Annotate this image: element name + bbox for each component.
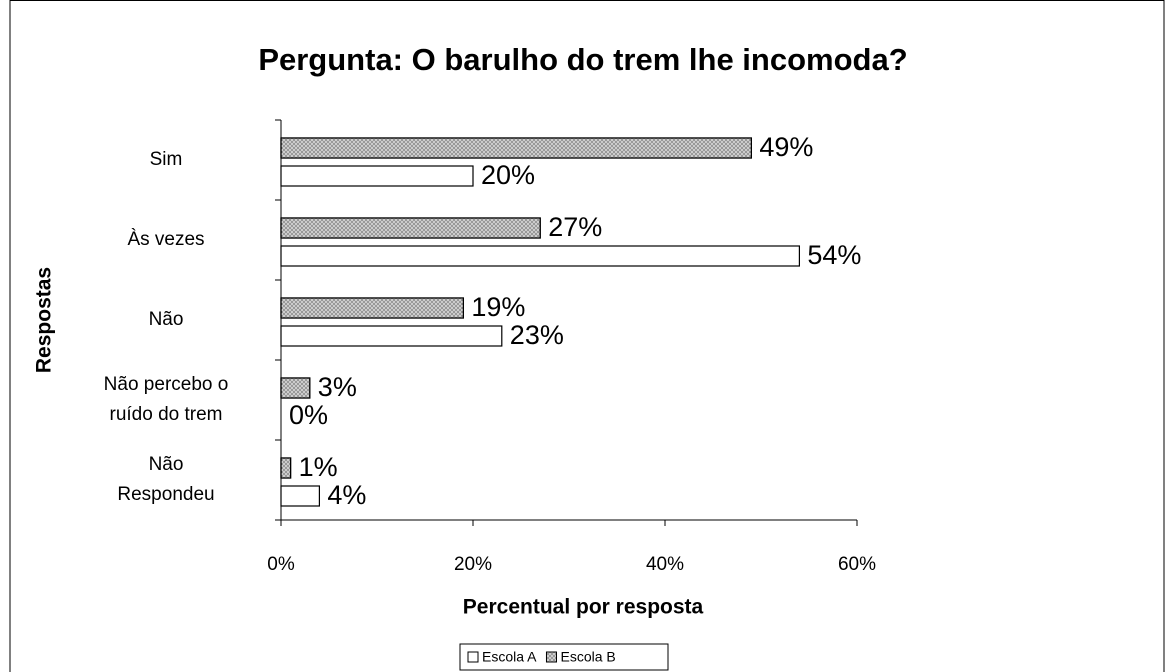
legend-swatch-hatch — [545, 651, 557, 663]
data-label: 4% — [327, 480, 366, 510]
x-axis-title: Percentual por resposta — [463, 596, 704, 619]
y-tick-label: Sim — [149, 149, 183, 170]
legend-label: Escola B — [560, 649, 615, 665]
data-label: 1% — [299, 452, 338, 482]
x-tick-label: 20% — [454, 554, 492, 575]
bar-hatch — [280, 217, 541, 239]
chart-title: Pergunta: O barulho do trem lhe incomoda… — [258, 42, 907, 77]
frame — [9, 0, 1165, 672]
legend-swatch — [467, 651, 479, 663]
legend — [459, 643, 669, 671]
legend-label: Escola A — [482, 649, 537, 665]
y-tick-label: Não percebo o ruído do trem — [103, 374, 229, 425]
bar-hatch — [280, 377, 311, 399]
x-tick-label: 0% — [267, 554, 295, 575]
y-axis-title: Respostas — [33, 267, 56, 373]
data-label: 0% — [289, 400, 328, 430]
bar-hatch — [280, 137, 752, 159]
y-tick-label: Às vezes — [127, 229, 205, 250]
data-label: 54% — [807, 240, 861, 270]
data-label: 23% — [510, 320, 564, 350]
bar — [280, 485, 321, 507]
data-label: 3% — [318, 372, 357, 402]
x-tick-label: 40% — [646, 554, 684, 575]
data-label: 27% — [548, 212, 602, 242]
y-tick-label: Não — [148, 309, 184, 330]
x-tick-label: 60% — [838, 554, 876, 575]
bar — [280, 325, 503, 347]
bar — [280, 165, 474, 187]
data-label: 19% — [471, 292, 525, 322]
data-label: 20% — [481, 160, 535, 190]
bar-hatch — [280, 297, 464, 319]
bar-hatch — [280, 457, 292, 479]
y-tick-label: Não Respondeu — [117, 454, 215, 505]
bar — [280, 245, 801, 267]
data-label: 49% — [759, 132, 813, 162]
